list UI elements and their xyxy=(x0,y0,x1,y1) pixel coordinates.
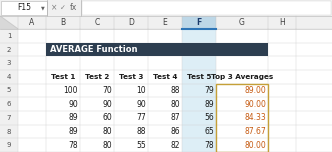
FancyBboxPatch shape xyxy=(0,84,18,97)
Text: ✓: ✓ xyxy=(60,5,66,11)
FancyBboxPatch shape xyxy=(0,125,18,138)
Text: Test 3: Test 3 xyxy=(119,74,143,80)
FancyBboxPatch shape xyxy=(0,0,332,16)
Text: Test 2: Test 2 xyxy=(85,74,109,80)
FancyBboxPatch shape xyxy=(46,16,80,29)
Polygon shape xyxy=(0,16,18,29)
Text: AVERAGE Function: AVERAGE Function xyxy=(50,45,137,54)
Text: 1: 1 xyxy=(7,33,11,39)
FancyBboxPatch shape xyxy=(82,1,331,15)
Text: 89: 89 xyxy=(205,100,214,109)
FancyBboxPatch shape xyxy=(182,138,216,152)
Text: 78: 78 xyxy=(205,141,214,150)
Text: 82: 82 xyxy=(171,141,180,150)
Text: 90: 90 xyxy=(68,100,78,109)
FancyBboxPatch shape xyxy=(46,43,268,56)
Text: F: F xyxy=(196,18,202,27)
Text: E: E xyxy=(163,18,167,27)
Text: 80: 80 xyxy=(102,141,112,150)
Text: 6: 6 xyxy=(7,101,11,107)
Text: Top 3 Averages: Top 3 Averages xyxy=(211,74,273,80)
FancyBboxPatch shape xyxy=(182,29,216,43)
Text: Test 1: Test 1 xyxy=(51,74,75,80)
Text: 87.67: 87.67 xyxy=(244,127,266,136)
FancyBboxPatch shape xyxy=(182,56,216,70)
Text: 10: 10 xyxy=(136,86,146,95)
FancyBboxPatch shape xyxy=(182,16,216,29)
FancyBboxPatch shape xyxy=(80,16,114,29)
Text: ▼: ▼ xyxy=(41,5,45,10)
FancyBboxPatch shape xyxy=(182,43,216,56)
Text: 55: 55 xyxy=(136,141,146,150)
FancyBboxPatch shape xyxy=(182,70,216,84)
Text: 80: 80 xyxy=(102,127,112,136)
Text: D: D xyxy=(128,18,134,27)
Text: 3: 3 xyxy=(7,60,11,66)
FancyBboxPatch shape xyxy=(1,1,47,15)
Text: 90.00: 90.00 xyxy=(244,100,266,109)
Text: Test 5: Test 5 xyxy=(187,74,211,80)
FancyBboxPatch shape xyxy=(0,97,18,111)
Text: 60: 60 xyxy=(102,113,112,122)
Text: A: A xyxy=(29,18,35,27)
Text: 5: 5 xyxy=(7,88,11,93)
FancyBboxPatch shape xyxy=(0,138,18,152)
FancyBboxPatch shape xyxy=(182,111,216,125)
FancyBboxPatch shape xyxy=(114,16,148,29)
FancyBboxPatch shape xyxy=(216,16,268,29)
Text: 77: 77 xyxy=(136,113,146,122)
Text: 89: 89 xyxy=(68,113,78,122)
FancyBboxPatch shape xyxy=(0,29,18,43)
Text: 100: 100 xyxy=(63,86,78,95)
Text: 70: 70 xyxy=(102,86,112,95)
Text: 89.00: 89.00 xyxy=(244,86,266,95)
Text: 89: 89 xyxy=(68,127,78,136)
FancyBboxPatch shape xyxy=(148,16,182,29)
Text: 65: 65 xyxy=(204,127,214,136)
Text: 9: 9 xyxy=(7,142,11,148)
Text: H: H xyxy=(279,18,285,27)
Text: 2: 2 xyxy=(7,47,11,52)
FancyBboxPatch shape xyxy=(182,97,216,111)
Text: 79: 79 xyxy=(204,86,214,95)
FancyBboxPatch shape xyxy=(182,125,216,138)
Text: 7: 7 xyxy=(7,115,11,121)
FancyBboxPatch shape xyxy=(268,16,296,29)
FancyBboxPatch shape xyxy=(0,70,18,84)
Text: ×: × xyxy=(51,3,57,12)
FancyBboxPatch shape xyxy=(0,16,332,29)
Text: 87: 87 xyxy=(170,113,180,122)
Text: 78: 78 xyxy=(68,141,78,150)
Text: G: G xyxy=(239,18,245,27)
Text: 90: 90 xyxy=(102,100,112,109)
FancyBboxPatch shape xyxy=(0,111,18,125)
Text: 56: 56 xyxy=(204,113,214,122)
Text: B: B xyxy=(60,18,65,27)
FancyBboxPatch shape xyxy=(18,16,46,29)
FancyBboxPatch shape xyxy=(182,84,216,97)
Text: 90: 90 xyxy=(136,100,146,109)
Text: 88: 88 xyxy=(171,86,180,95)
Text: 80.00: 80.00 xyxy=(244,141,266,150)
Text: F15: F15 xyxy=(17,3,31,12)
FancyBboxPatch shape xyxy=(0,56,18,70)
Text: 86: 86 xyxy=(170,127,180,136)
Text: 80: 80 xyxy=(170,100,180,109)
Text: C: C xyxy=(94,18,100,27)
Text: 8: 8 xyxy=(7,128,11,135)
Text: 88: 88 xyxy=(136,127,146,136)
FancyBboxPatch shape xyxy=(0,43,18,56)
Text: fx: fx xyxy=(69,3,77,12)
Text: Test 4: Test 4 xyxy=(153,74,177,80)
Text: 4: 4 xyxy=(7,74,11,80)
Text: 84.33: 84.33 xyxy=(244,113,266,122)
